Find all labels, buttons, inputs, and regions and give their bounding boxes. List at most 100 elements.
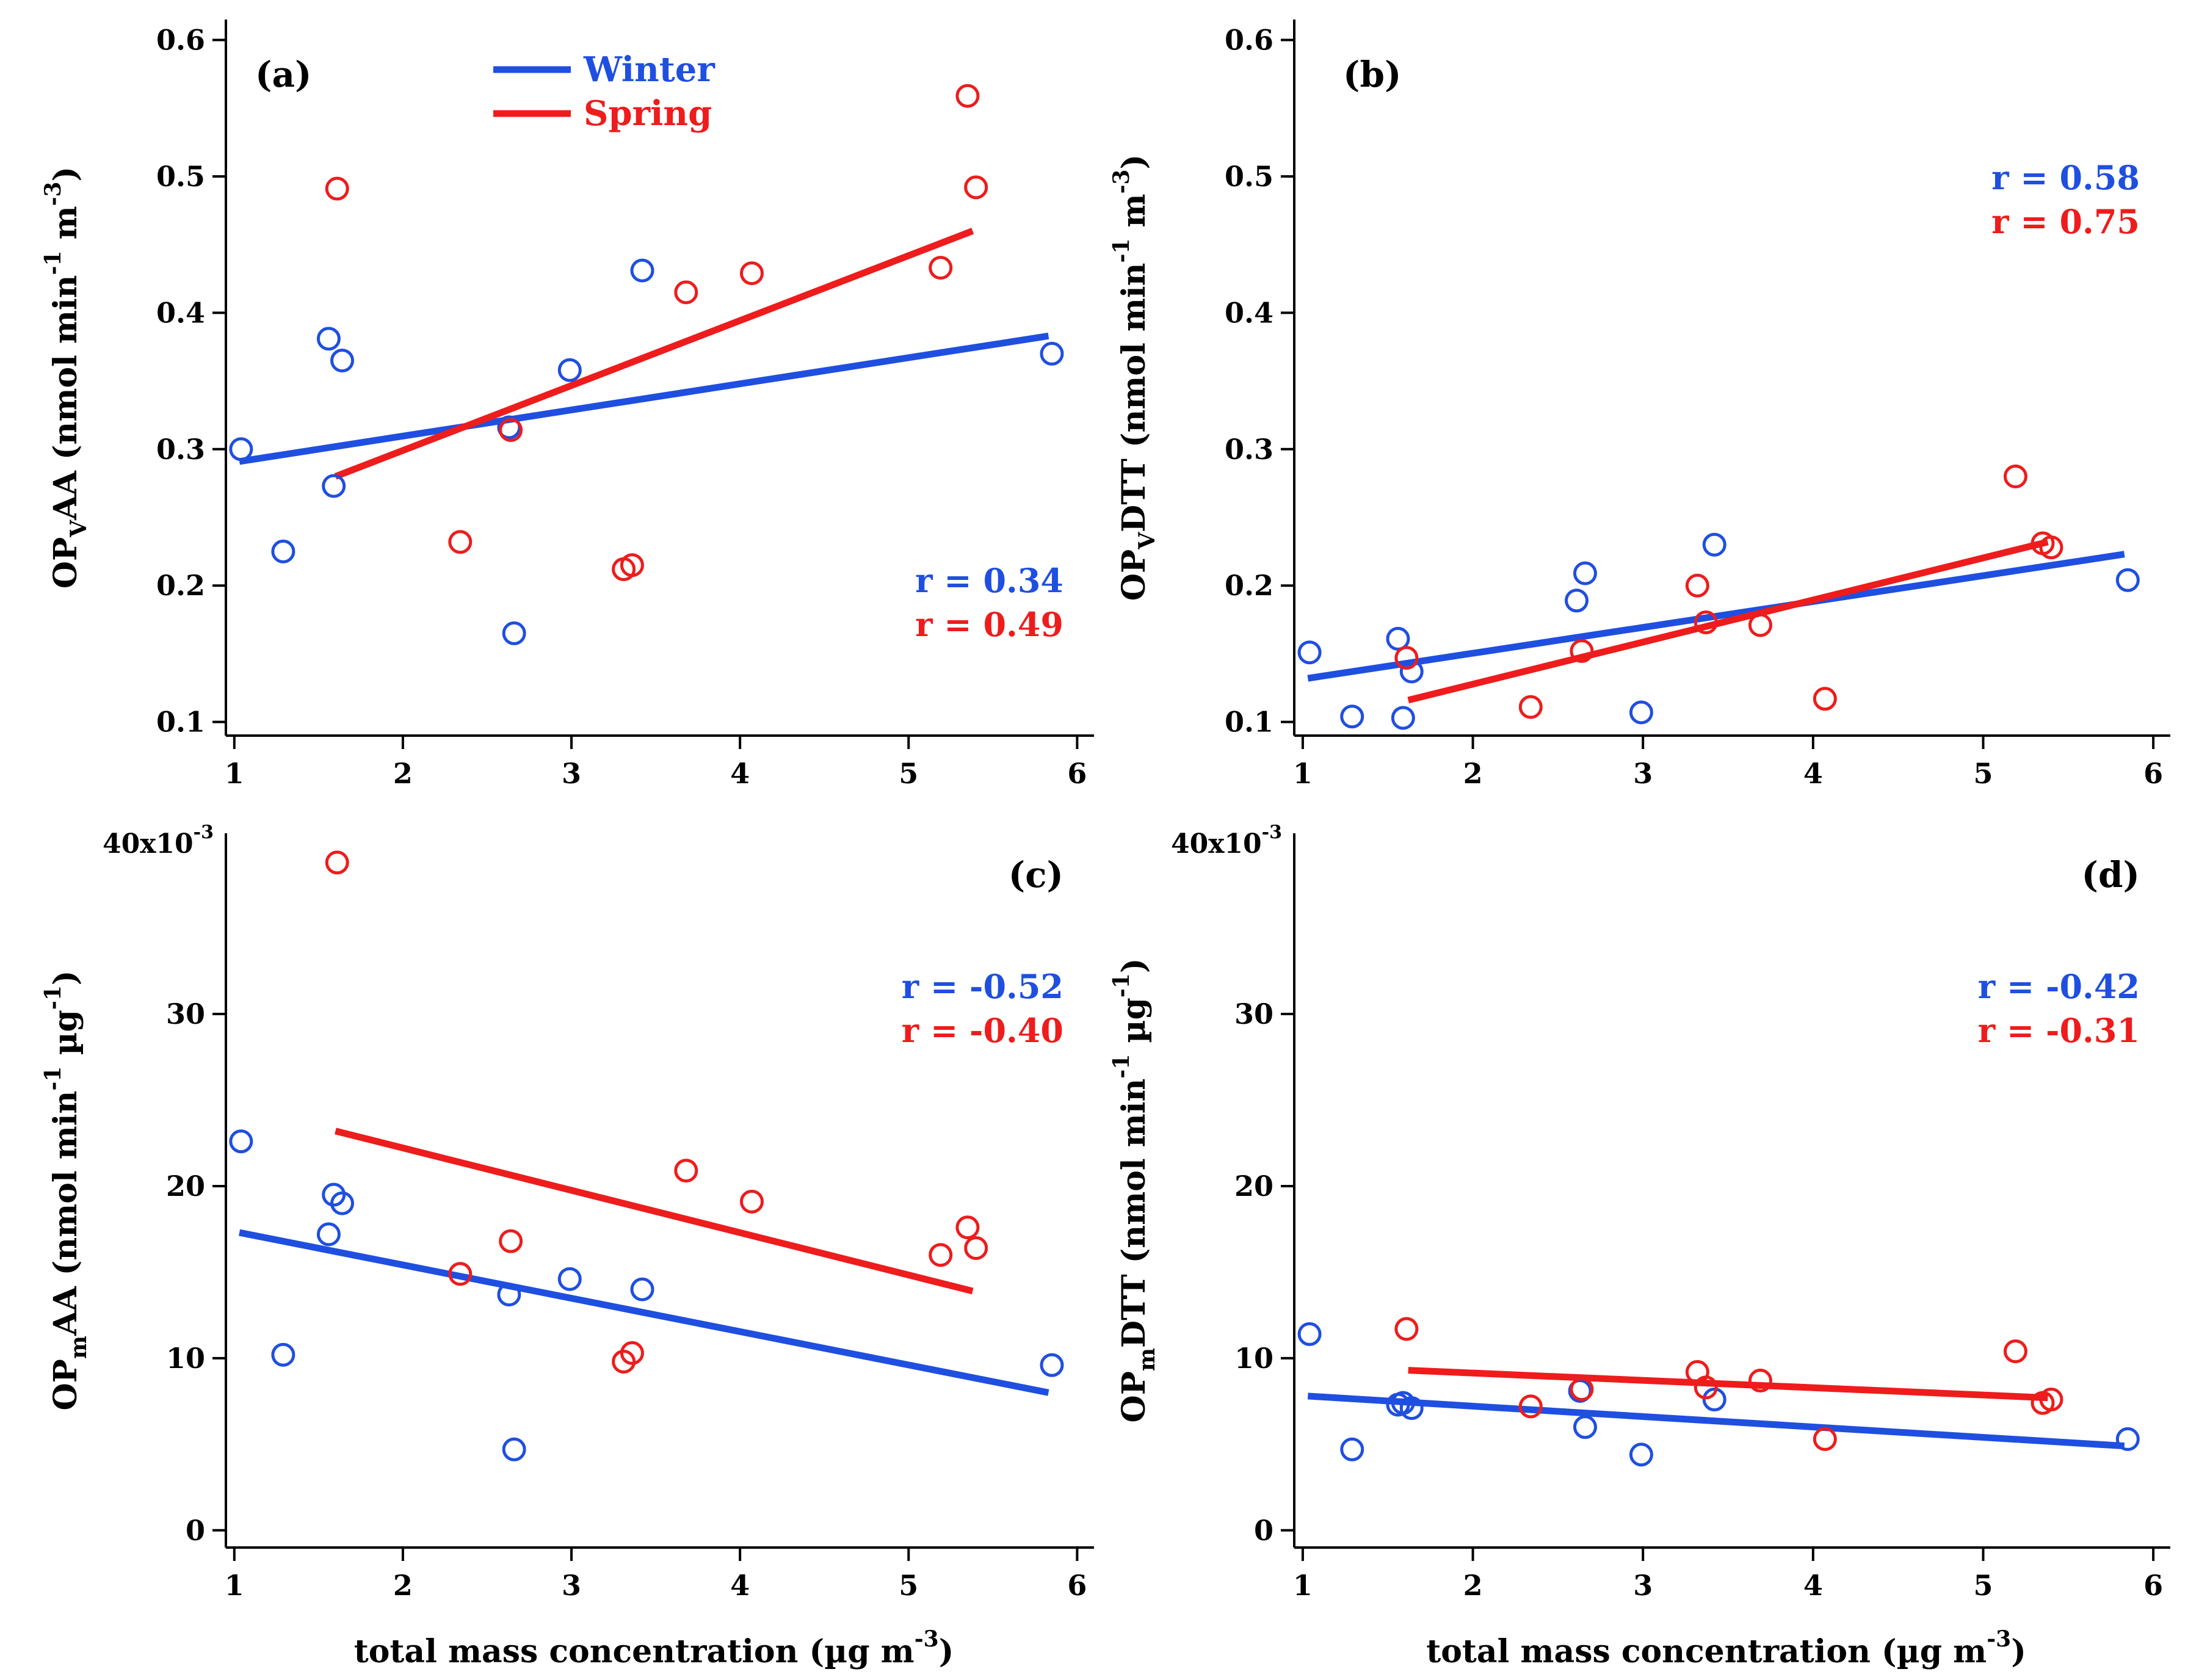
- r-value-winter: r = -0.42: [1978, 967, 2140, 1006]
- spring-data-point: [325, 176, 349, 201]
- winter-data-point: [1040, 341, 1064, 366]
- y-axis-label: OPmAA (nmol min-1 µg-1): [40, 971, 92, 1411]
- x-label-end: ): [939, 1633, 954, 1670]
- y-label-superscript: -1: [40, 985, 66, 1010]
- winter-data-point: [630, 1277, 654, 1302]
- y-label-subscript: V: [1134, 532, 1160, 550]
- panel-label: (c): [1009, 854, 1063, 896]
- legend-label-winter: Winter: [583, 49, 715, 90]
- x-tick-label: 5: [899, 757, 918, 790]
- winter-data-point: [1399, 659, 1424, 684]
- y-label-superscript: -3: [40, 181, 66, 206]
- spring-data-point: [929, 256, 953, 280]
- winter-data-point: [2115, 1427, 2140, 1451]
- x-tick-label: 4: [1803, 1569, 1823, 1602]
- x-tick-label: 6: [1067, 757, 1087, 790]
- spring-data-point: [1813, 687, 1837, 711]
- y-label-main: OP: [1115, 1371, 1153, 1422]
- y-label-text: DTT (nmol min: [1115, 1079, 1153, 1348]
- y-tick-label: 0.2: [1225, 569, 1273, 602]
- spring-data-point: [2003, 464, 2027, 488]
- x-label-superscript: -3: [915, 1626, 939, 1652]
- y-tick-label: 0: [186, 1514, 205, 1547]
- r-value-spring: r = -0.40: [902, 1011, 1063, 1050]
- winter-data-point: [1702, 532, 1726, 557]
- x-tick-label: 6: [1067, 1569, 1087, 1602]
- winter-data-point: [330, 1191, 355, 1215]
- y-tick-label: 0.5: [156, 160, 205, 193]
- y-label-end: ): [1115, 958, 1153, 974]
- spring-data-point: [1748, 613, 1772, 637]
- winter-data-point: [1040, 1353, 1064, 1377]
- sci-exponent: -3: [1262, 822, 1282, 843]
- spring-data-point: [1570, 1377, 1594, 1402]
- y-label-subscript: m: [1134, 1348, 1160, 1371]
- y-axis-label: OPVAA (nmol min-1 m-3): [40, 167, 92, 588]
- winter-data-point: [502, 1437, 526, 1461]
- spring-data-point: [1748, 1369, 1772, 1393]
- x-tick-label: 4: [730, 757, 750, 790]
- spring-data-point: [612, 1350, 636, 1374]
- winter-data-point: [557, 1267, 582, 1291]
- y-label-superscript: -1: [1109, 973, 1134, 998]
- winter-data-point: [1702, 1388, 1726, 1412]
- spring-data-point: [1694, 610, 1718, 635]
- y-tick-label: 0.1: [156, 706, 205, 739]
- sci-multiplier: 40x10-3: [1171, 822, 1282, 860]
- winter-data-point: [1573, 1415, 1597, 1439]
- winter-data-point: [229, 1129, 253, 1154]
- y-label-main: OP: [47, 1359, 84, 1410]
- winter-data-point: [1629, 700, 1653, 725]
- y-tick-label: 10: [166, 1342, 205, 1375]
- winter-data-point: [316, 1222, 341, 1247]
- spring-data-point: [955, 1215, 980, 1240]
- panel-b: 1 2 3 4 5 6 0.1 0.2 0.3 0.4 0.5 0.6 OPVDTT (nmol min…: [1109, 20, 2170, 790]
- winter-data-point: [1297, 640, 1322, 665]
- winter-data-point: [271, 539, 295, 563]
- r-value-winter: r = 0.34: [915, 561, 1063, 600]
- winter-fit-line: [1307, 1392, 2125, 1450]
- y-label-unit: m: [47, 206, 84, 250]
- x-tick-label: 1: [225, 1569, 244, 1602]
- x-tick-label: 1: [1293, 1569, 1313, 1602]
- spring-data-point: [674, 1159, 698, 1183]
- spring-data-point: [739, 1189, 764, 1214]
- spring-data-point: [964, 1236, 988, 1260]
- spring-fit-line: [334, 228, 974, 480]
- spring-data-point: [1694, 1375, 1718, 1400]
- y-tick-label: 0.5: [1225, 160, 1273, 193]
- winter-data-point: [1386, 626, 1410, 651]
- winter-data-point: [1340, 704, 1364, 729]
- panel-label: (d): [2082, 854, 2140, 896]
- x-tick-label: 1: [1293, 757, 1313, 790]
- winter-data-point: [316, 327, 341, 351]
- y-label-unit: µg: [47, 1010, 84, 1066]
- winter-data-point: [502, 621, 526, 645]
- winter-data-point: [322, 474, 346, 498]
- spring-data-point: [1518, 695, 1543, 719]
- x-tick-label: 2: [1463, 1569, 1483, 1602]
- spring-data-point: [674, 280, 698, 305]
- winter-data-point: [330, 349, 355, 373]
- x-tick-label: 3: [562, 757, 581, 790]
- spring-data-point: [929, 1243, 953, 1267]
- panel-label: (b): [1343, 54, 1401, 95]
- y-label-text: AA (nmol min: [47, 1091, 84, 1336]
- y-label-end: ): [47, 167, 84, 182]
- y-tick-label: 20: [166, 1170, 205, 1203]
- y-tick-label: 0.3: [1225, 433, 1273, 466]
- y-tick-label: 0.2: [156, 569, 205, 602]
- x-axis-label: total mass concentration (µg m-3): [354, 1626, 954, 1670]
- spring-data-point: [955, 84, 980, 108]
- r-value-spring: r = -0.31: [1978, 1011, 2140, 1050]
- y-tick-label: 0.6: [1225, 24, 1273, 57]
- winter-fit-line: [239, 1229, 1049, 1396]
- spring-data-point: [2039, 1388, 2063, 1412]
- spring-data-point: [1813, 1427, 1837, 1451]
- spring-data-point: [964, 175, 988, 200]
- spring-data-point: [620, 553, 644, 578]
